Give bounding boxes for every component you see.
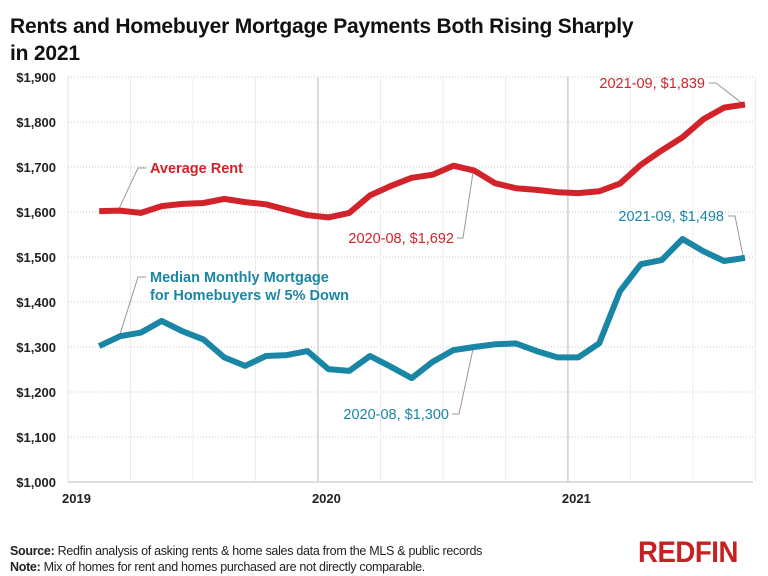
mortgage-2021-09-annotation: 2021-09, $1,498	[618, 209, 724, 225]
y-tick-label: $1,300	[16, 340, 56, 355]
x-tick-label: 2020	[312, 491, 341, 506]
y-tick-label: $1,600	[16, 205, 56, 220]
rent-series-line	[99, 101, 746, 221]
y-tick-label: $1,700	[16, 160, 56, 175]
y-tick-label: $1,000	[16, 475, 56, 490]
y-tick-label: $1,400	[16, 295, 56, 310]
y-tick-label: $1,500	[16, 250, 56, 265]
mortgage-series-label-line1: Median Monthly Mortgage	[150, 270, 329, 286]
rent-2020-08-annotation: 2020-08, $1,692	[348, 231, 454, 247]
y-tick-label: $1,800	[16, 115, 56, 130]
note-text: Mix of homes for rent and homes purchase…	[40, 560, 426, 574]
note-label: Note:	[10, 560, 41, 574]
x-tick-label: 2019	[62, 491, 91, 506]
y-tick-label: $1,200	[16, 385, 56, 400]
annotation-leaders	[118, 82, 744, 415]
rent-series-label: Average Rent	[150, 161, 243, 177]
chart-title: Rents and Homebuyer Mortgage Payments Bo…	[10, 15, 634, 65]
axis-labels: $1,000 $1,100 $1,200 $1,300 $1,400 $1,500 $1,6…	[16, 70, 591, 506]
y-tick-label: $1,900	[16, 70, 56, 85]
x-tick-label: 2021	[562, 491, 591, 506]
source-line: Source: Redfin analysis of asking rents …	[10, 543, 482, 559]
mortgage-series-line	[97, 236, 746, 382]
redfin-logo: REDFIN	[638, 536, 738, 569]
mortgage-series-label-line2: for Homebuyers w/ 5% Down	[150, 288, 349, 304]
source-text: Redfin analysis of asking rents & home s…	[54, 544, 483, 558]
footer-notes: Source: Redfin analysis of asking rents …	[10, 543, 482, 575]
source-label: Source:	[10, 544, 55, 558]
y-tick-label: $1,100	[16, 430, 56, 445]
mortgage-2020-08-annotation: 2020-08, $1,300	[343, 407, 449, 423]
note-line: Note: Mix of homes for rent and homes pu…	[10, 559, 482, 575]
rent-2021-09-annotation: 2021-09, $1,839	[599, 76, 705, 92]
